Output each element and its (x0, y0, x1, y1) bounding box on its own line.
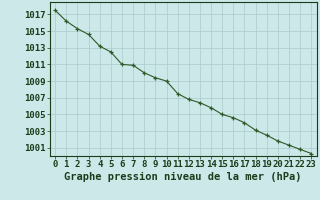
X-axis label: Graphe pression niveau de la mer (hPa): Graphe pression niveau de la mer (hPa) (64, 172, 302, 182)
